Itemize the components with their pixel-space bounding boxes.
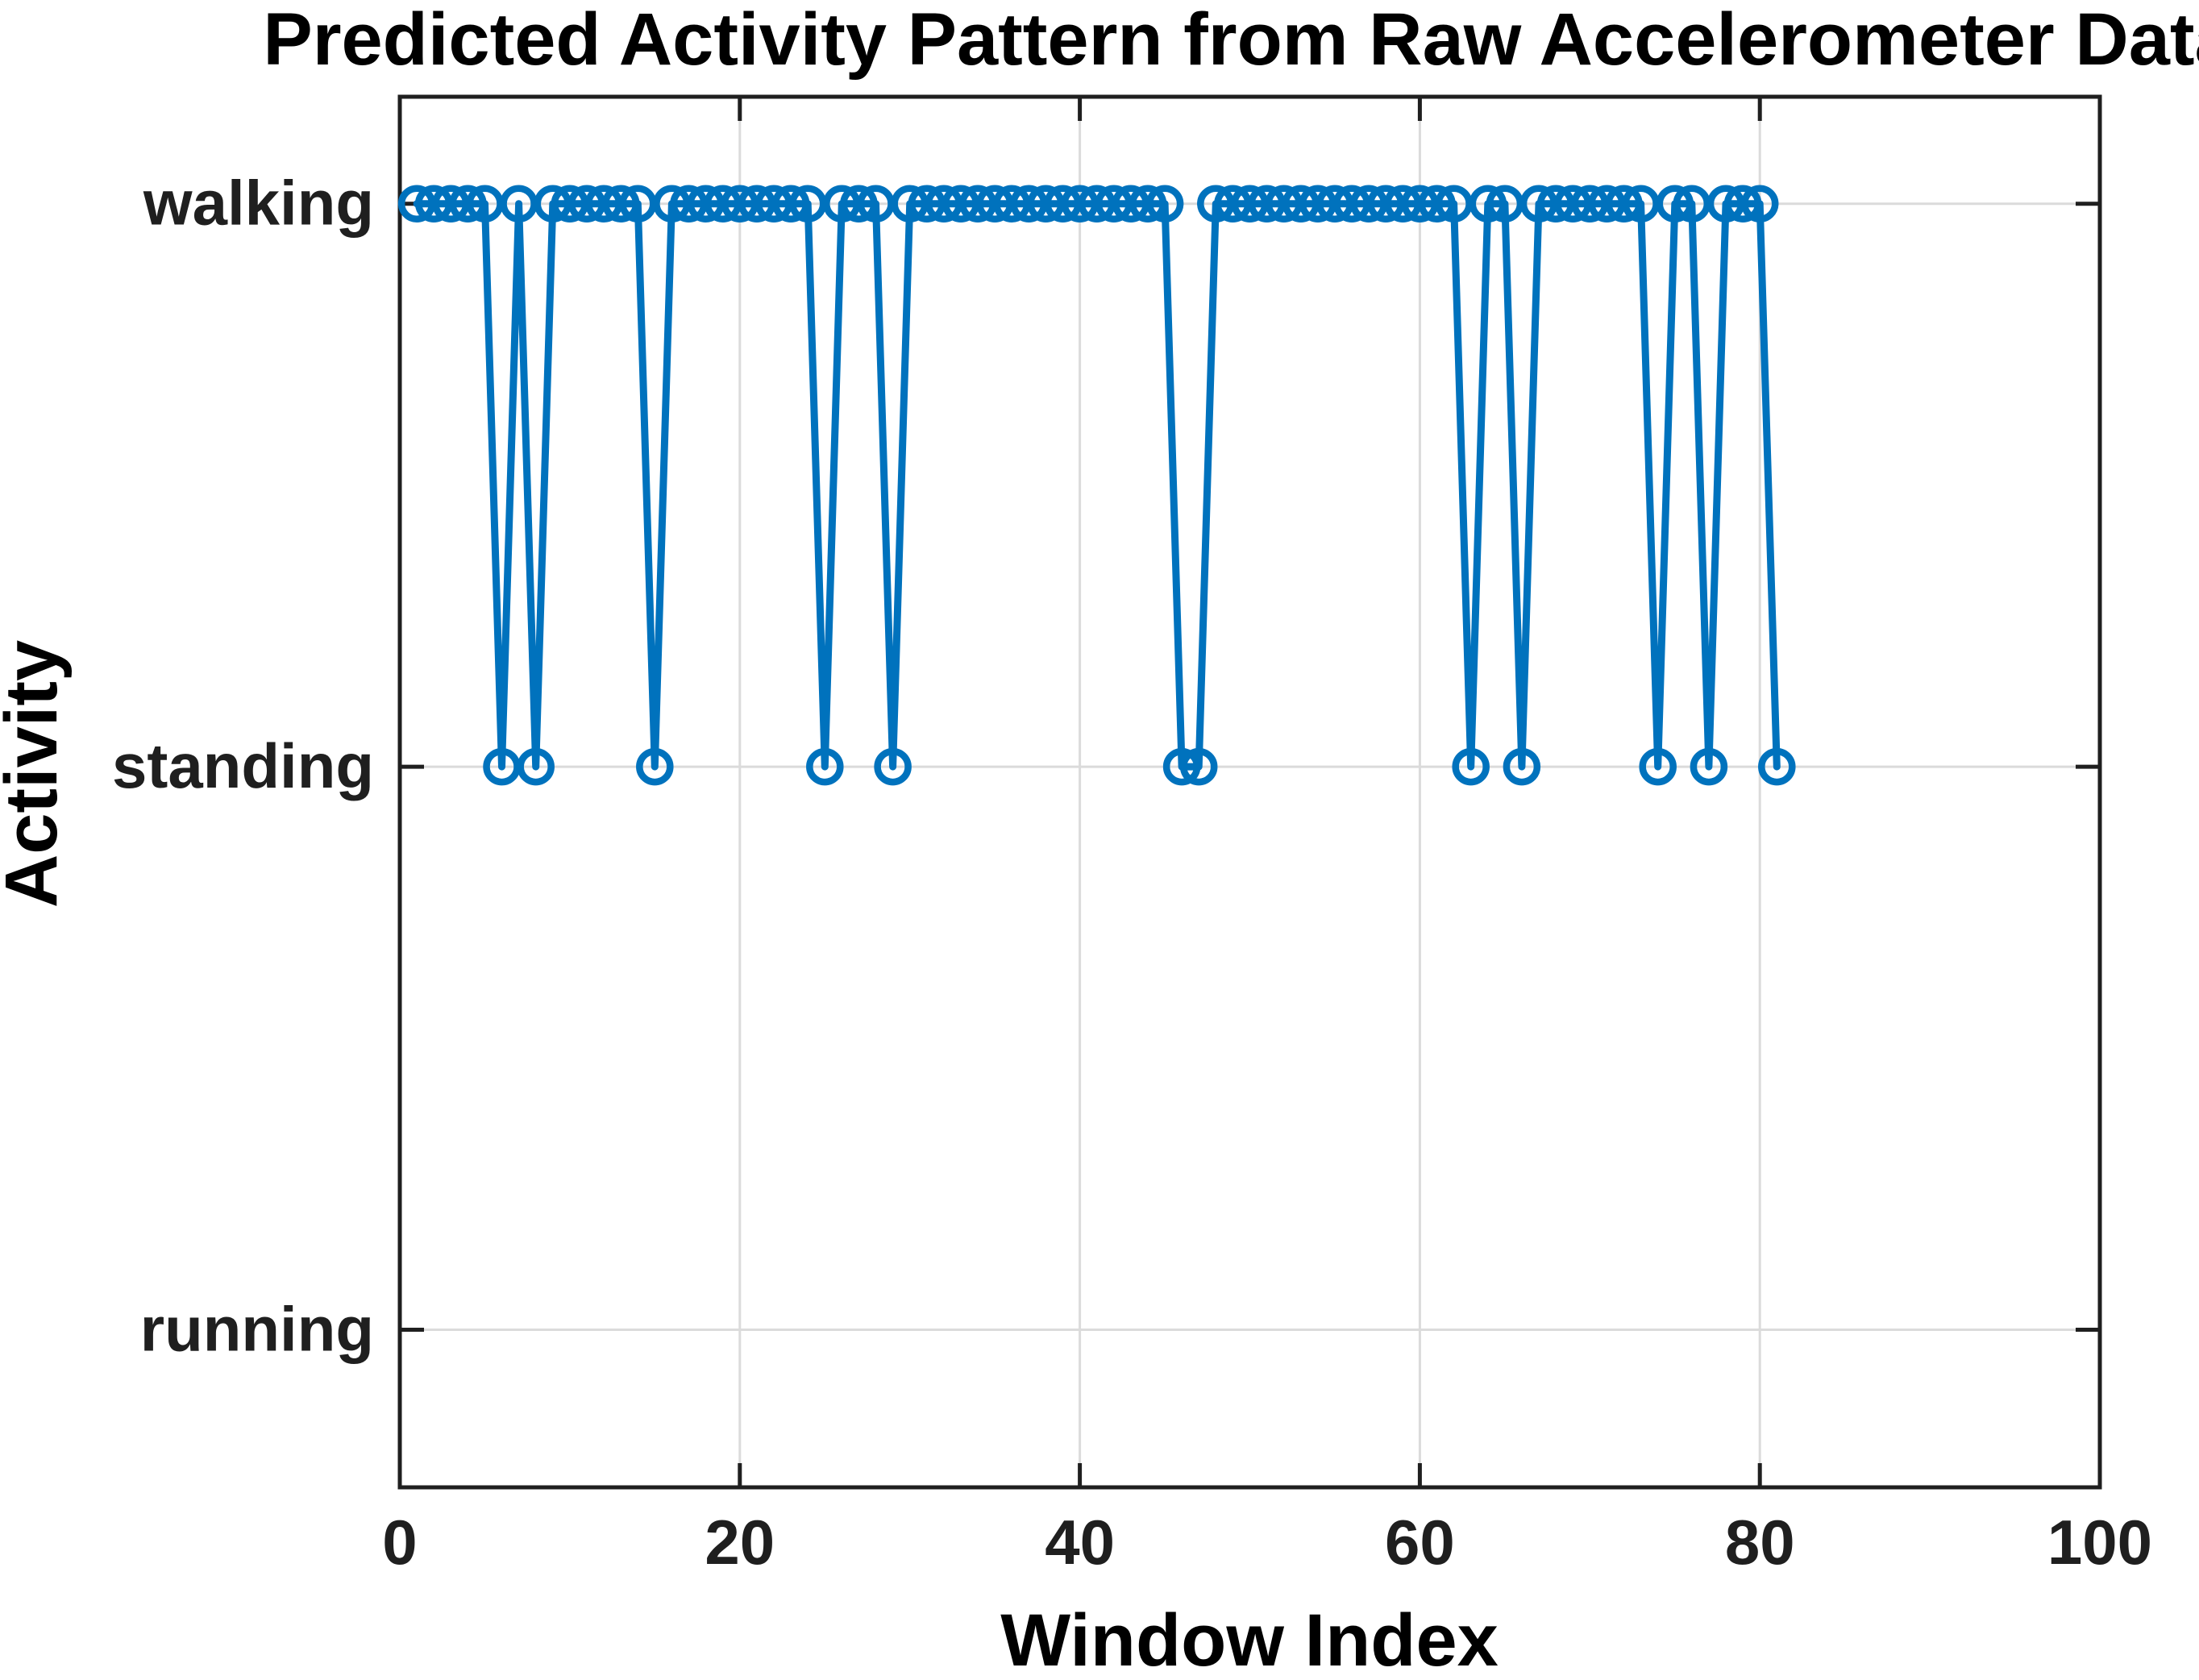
activity-series xyxy=(397,185,1796,786)
walking-data-point-marker xyxy=(771,185,810,222)
y-tick-label: standing xyxy=(112,730,374,801)
standing-data-point-marker xyxy=(1690,747,1728,786)
standing-data-point-marker xyxy=(1452,747,1490,786)
x-tick-label: 100 xyxy=(2047,1507,2152,1578)
standing-data-point-marker xyxy=(1758,747,1796,786)
x-tick-label: 20 xyxy=(705,1507,775,1578)
tick-layer xyxy=(397,97,2102,1487)
walking-data-point-marker xyxy=(1605,185,1643,222)
chart-title: Predicted Activity Pattern from Raw Acce… xyxy=(263,0,2199,81)
standing-data-point-marker xyxy=(874,747,912,786)
x-tick-label: 0 xyxy=(382,1507,417,1578)
standing-data-point-marker xyxy=(636,747,674,786)
plot-box xyxy=(397,94,2102,1490)
standing-data-point-marker xyxy=(1179,747,1218,786)
x-tick-label: 40 xyxy=(1045,1507,1115,1578)
walking-data-point-marker xyxy=(1469,185,1507,222)
standing-data-point-marker xyxy=(517,747,555,786)
walking-data-point-marker xyxy=(601,185,640,222)
grid-layer xyxy=(400,97,2100,1487)
x-axis-label: Window Index xyxy=(1000,1599,1499,1680)
standing-data-point-marker xyxy=(1503,747,1541,786)
walking-data-point-marker xyxy=(1145,185,1184,222)
walking-data-point-marker xyxy=(1740,185,1779,222)
standing-data-point-marker xyxy=(1162,747,1201,786)
y-axis-label: Activity xyxy=(0,640,73,908)
axes-border xyxy=(397,94,2102,1490)
standing-data-point-marker xyxy=(806,747,844,786)
y-tick-label: walking xyxy=(143,168,374,239)
walking-data-point-marker xyxy=(1656,185,1694,222)
walking-data-point-marker xyxy=(1723,185,1762,222)
walking-data-point-marker xyxy=(1418,185,1456,222)
standing-data-point-marker xyxy=(1639,747,1677,786)
activity-line xyxy=(413,200,1781,771)
walking-data-point-marker xyxy=(840,185,878,222)
walking-data-point-marker xyxy=(449,185,487,222)
x-tick-label: 80 xyxy=(1725,1507,1795,1578)
walking-data-point-marker xyxy=(1129,185,1167,222)
y-tick-label: running xyxy=(140,1293,374,1364)
x-tick-label: 60 xyxy=(1385,1507,1455,1578)
